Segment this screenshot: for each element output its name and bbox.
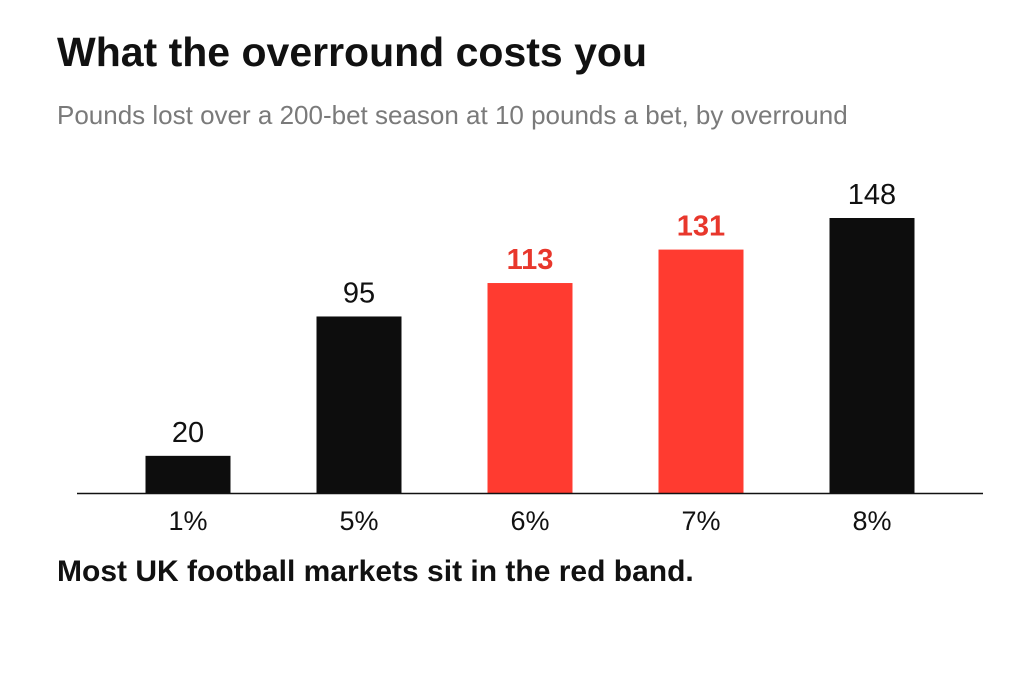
- bar-6pct: [487, 283, 573, 493]
- chart-subtitle: Pounds lost over a 200-bet season at 10 …: [57, 100, 848, 130]
- bar-1pct: [145, 455, 231, 493]
- chart-footnote: Most UK football markets sit in the red …: [57, 555, 694, 588]
- tick-label-6pct: 6%: [510, 506, 549, 536]
- bar-5pct: [316, 316, 402, 493]
- tick-label-8pct: 8%: [852, 506, 891, 536]
- bar-7pct: [658, 249, 744, 493]
- value-label-5pct: 95: [343, 277, 375, 309]
- value-label-8pct: 148: [848, 179, 896, 211]
- bar-8pct: [829, 218, 915, 493]
- tick-label-1pct: 1%: [168, 506, 207, 536]
- bars-group: [145, 218, 915, 493]
- value-label-6pct: 113: [507, 244, 554, 276]
- chart-title: What the overround costs you: [57, 29, 647, 75]
- tick-labels-group: 1% 5% 6% 7% 8%: [168, 506, 891, 536]
- tick-label-5pct: 5%: [339, 506, 378, 536]
- value-label-1pct: 20: [172, 417, 204, 449]
- value-label-7pct: 131: [677, 211, 725, 243]
- value-labels-group: 20 95 113 131 148: [172, 179, 896, 449]
- tick-label-7pct: 7%: [681, 506, 720, 536]
